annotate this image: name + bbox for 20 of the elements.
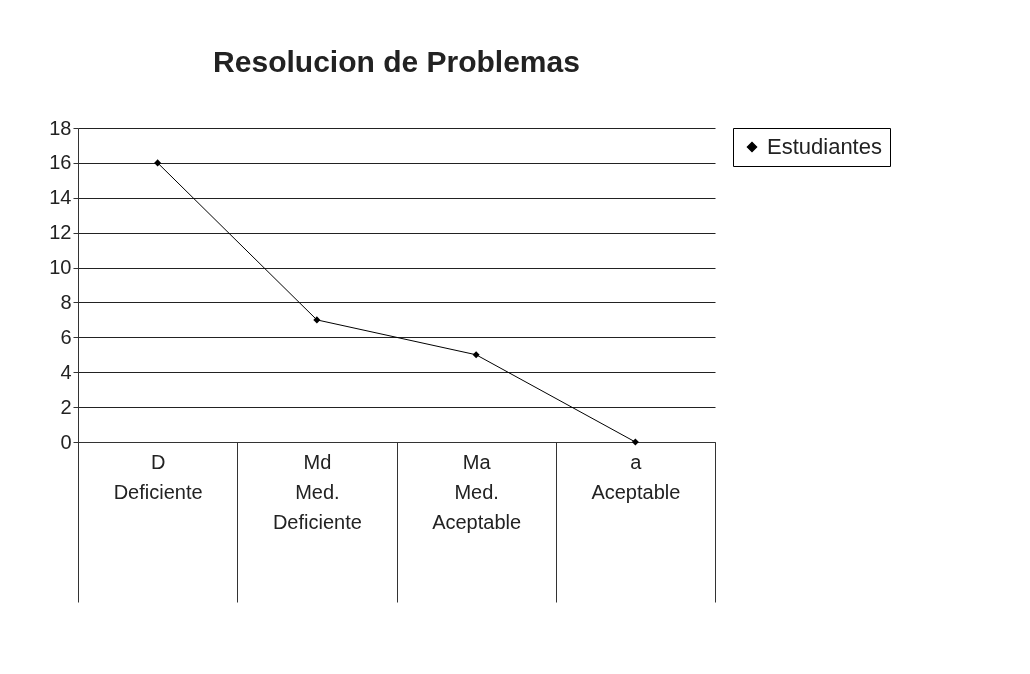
point	[154, 159, 162, 167]
x-tick-label: Ma Med. Aceptable	[432, 450, 522, 533]
y-tick-label: 16	[49, 151, 72, 174]
point	[472, 351, 480, 359]
x-tick-label: Md Med. Deficiente	[272, 450, 362, 533]
point	[631, 438, 639, 446]
y-tick-label: 14	[49, 186, 72, 209]
x-tick-label: D Deficiente	[113, 450, 203, 503]
y-tick-label: 18	[49, 116, 72, 139]
legend-label: Estudiantes	[767, 134, 882, 159]
y-tick-label: 12	[49, 221, 72, 244]
point	[313, 316, 321, 324]
y-tick-label: 2	[60, 395, 72, 418]
chart-title: Resolucion de Problemas	[213, 45, 580, 78]
y-tick-label: 4	[60, 360, 72, 383]
y-tick-label: 8	[60, 290, 72, 313]
y-tick-label: 0	[60, 430, 72, 453]
x-tick-label: a Aceptable	[591, 450, 681, 503]
y-tick-label: 6	[60, 325, 72, 348]
y-tick-label: 10	[49, 256, 72, 279]
